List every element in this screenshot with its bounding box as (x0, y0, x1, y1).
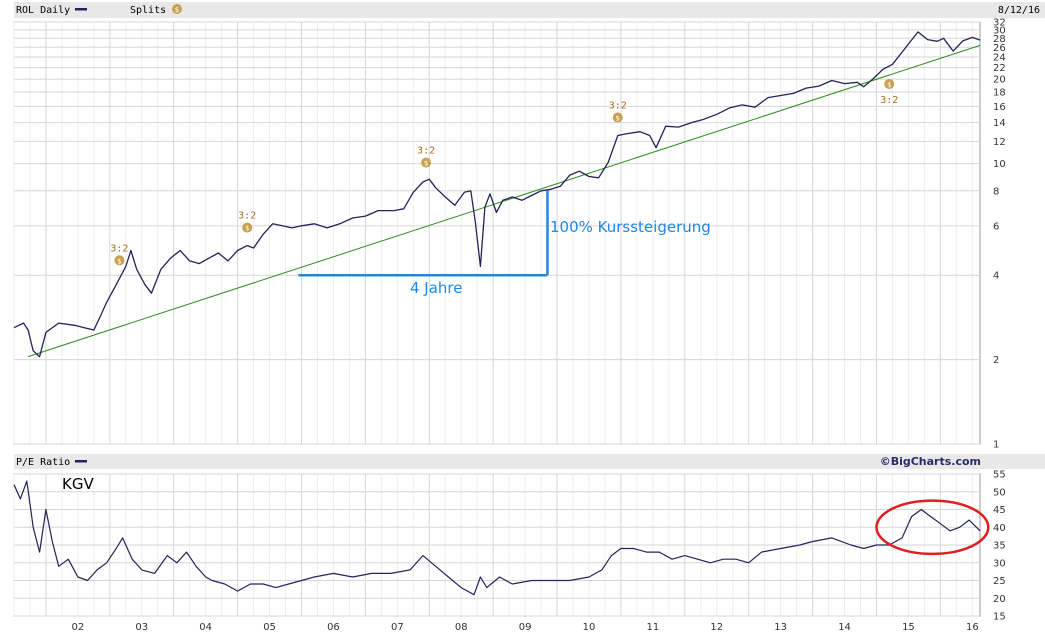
dollar-glyph: $ (616, 114, 620, 122)
dollar-glyph: $ (424, 160, 428, 168)
price-y-tick-label: 6 (993, 221, 999, 232)
split-ratio-label: 3:2 (609, 100, 627, 111)
x-tick-label: 06 (327, 622, 340, 633)
measure-annotation: 100% Kurssteigerung 4 Jahre (298, 190, 711, 297)
split-ratio-label: 3:2 (417, 146, 435, 157)
x-tick-label: 16 (966, 622, 979, 633)
dollar-glyph: $ (117, 257, 121, 265)
price-y-tick-label: 16 (993, 102, 1006, 113)
split-marker: $3:2 (609, 100, 627, 123)
dollar-coin-icon (421, 157, 432, 168)
highlight-ellipse (875, 499, 990, 556)
kgv-label: KGV (62, 475, 94, 493)
pct-gain-label: 100% Kurssteigerung (550, 218, 711, 236)
price-y-tick-label: 10 (993, 159, 1006, 170)
x-tick-label: 11 (647, 622, 660, 633)
split-ratio-label: 3:2 (880, 95, 898, 106)
price-plot-frame (13, 21, 981, 445)
symbol-label: ROL Daily (16, 5, 70, 16)
price-y-tick-label: 32 (993, 18, 1006, 29)
x-tick-label: 12 (710, 622, 723, 633)
svg-text:$: $ (175, 6, 179, 14)
pe-y-tick-label: 55 (993, 470, 1006, 481)
pe-header-band (14, 454, 1045, 469)
price-grid (13, 21, 980, 445)
price-y-tick-label: 12 (993, 137, 1006, 148)
pe-y-tick-label: 15 (993, 612, 1006, 623)
x-tick-label: 09 (519, 622, 532, 633)
dollar-coin-icon (884, 78, 895, 89)
brand-label: ©BigCharts.com (880, 455, 981, 468)
dollar-coin-icon (242, 222, 253, 233)
x-tick-label: 04 (199, 622, 212, 633)
pe-label: P/E Ratio (16, 457, 70, 468)
pe-y-tick-label: 50 (993, 487, 1006, 498)
price-y-tick-label: 2 (993, 355, 999, 366)
pe-y-tick-label: 45 (993, 505, 1006, 516)
x-tick-label: 03 (135, 622, 148, 633)
split-marker: $3:2 (110, 243, 128, 266)
price-y-tick-label: 1 (993, 440, 999, 451)
dollar-glyph: $ (887, 81, 891, 89)
dollar-coin-icon (114, 255, 125, 266)
x-tick-label: 13 (774, 622, 787, 633)
pe-y-tick-label: 20 (993, 594, 1006, 605)
x-tick-label: 02 (72, 622, 85, 633)
split-marker: $3:2 (238, 211, 256, 233)
price-y-tick-label: 18 (993, 88, 1006, 99)
splits-label: Splits (130, 5, 166, 16)
price-y-tick-label: 26 (993, 43, 1006, 54)
pe-y-tick-label: 30 (993, 558, 1006, 569)
x-tick-label: 07 (391, 622, 404, 633)
price-y-tick-label: 30 (993, 25, 1006, 36)
x-tick-label: 14 (838, 622, 851, 633)
split-marker: $3:2 (880, 78, 898, 106)
trend-line (27, 44, 981, 358)
pe-y-tick-label: 40 (993, 523, 1006, 534)
x-tick-label: 15 (902, 622, 915, 633)
dollar-coin-icon: $ (172, 4, 182, 14)
price-y-tick-label: 14 (993, 118, 1006, 129)
splits-markers: $3:2$3:2$3:2$3:2$3:2 (110, 78, 898, 266)
price-series-line (13, 31, 981, 358)
split-marker: $3:2 (417, 146, 435, 168)
duration-label: 4 Jahre (410, 279, 463, 297)
split-ratio-label: 3:2 (238, 211, 256, 222)
x-tick-label: 05 (263, 622, 276, 633)
x-tick-label: 10 (583, 622, 596, 633)
price-y-tick-label: 4 (993, 271, 999, 282)
split-ratio-label: 3:2 (110, 243, 128, 254)
price-y-tick-label: 22 (993, 63, 1006, 74)
pe-y-tick-label: 35 (993, 541, 1006, 552)
price-header-band (14, 2, 1045, 18)
price-y-tick-label: 28 (993, 34, 1006, 45)
x-tick-label: 08 (455, 622, 468, 633)
pe-series-line (13, 480, 981, 596)
price-y-tick-label: 20 (993, 75, 1006, 86)
chart-date: 8/12/16 (998, 5, 1040, 16)
pe-y-axis: 15 20 25 30 35 40 45 50 55 (993, 470, 1006, 623)
price-y-tick-label: 8 (993, 186, 999, 197)
price-legend-swatch (75, 8, 87, 11)
dollar-glyph: $ (245, 225, 249, 233)
price-y-tick-label: 24 (993, 53, 1006, 64)
dollar-coin-icon (612, 112, 623, 123)
pe-y-tick-label: 25 (993, 576, 1006, 587)
x-axis: 02 03 04 05 06 07 08 09 10 11 12 13 14 15 16 (72, 622, 979, 633)
pe-legend-swatch (75, 460, 87, 463)
